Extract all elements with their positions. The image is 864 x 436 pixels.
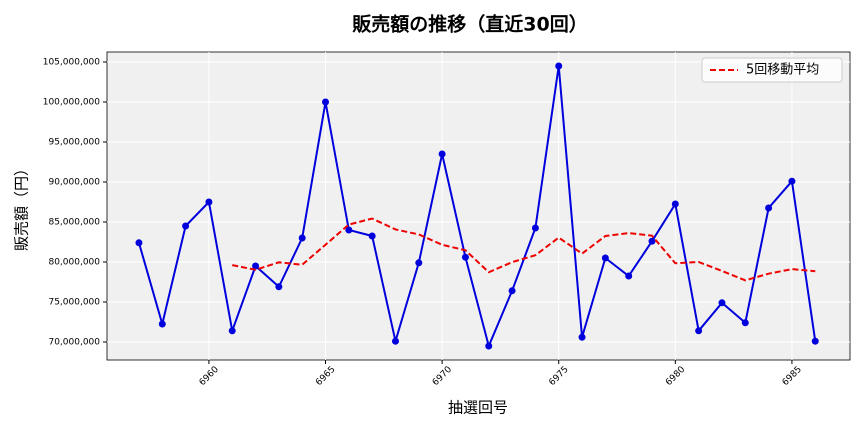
y-tick-label: 70,000,000 <box>48 338 100 348</box>
legend-box <box>701 57 843 83</box>
data-point <box>811 337 819 345</box>
data-point <box>671 200 679 208</box>
data-point <box>298 234 306 242</box>
x-axis-label: 抽選回号 <box>448 399 508 417</box>
y-tick-label: 100,000,000 <box>43 98 101 108</box>
data-point <box>461 253 469 261</box>
data-point <box>485 342 493 350</box>
data-point <box>322 98 330 106</box>
data-point <box>135 239 143 247</box>
data-point <box>765 204 773 212</box>
data-point <box>275 283 283 291</box>
y-tick-label: 95,000,000 <box>48 138 100 148</box>
x-tick-label: 6960 <box>198 365 221 388</box>
x-tick-label: 6970 <box>431 365 454 388</box>
y-tick-label: 75,000,000 <box>48 298 100 308</box>
y-tick-label: 105,000,000 <box>43 58 101 68</box>
x-tick-label: 6980 <box>664 365 687 388</box>
data-point <box>788 177 796 185</box>
y-axis-label: 販売額（円） <box>13 161 31 251</box>
legend-label: 5回移動平均 <box>746 63 819 78</box>
data-point <box>508 287 516 295</box>
y-tick-label: 90,000,000 <box>48 178 100 188</box>
data-point <box>601 254 609 262</box>
data-point <box>741 319 749 327</box>
data-point <box>158 320 166 328</box>
data-point <box>438 150 446 158</box>
data-point <box>345 226 353 234</box>
data-point <box>695 327 703 335</box>
data-point <box>625 272 633 280</box>
x-tick-label: 6975 <box>547 365 570 388</box>
series-line <box>232 217 816 282</box>
data-point <box>252 262 260 270</box>
x-tick-label: 6985 <box>781 365 804 388</box>
data-point <box>368 232 376 240</box>
data-point <box>391 337 399 345</box>
data-point <box>718 299 726 307</box>
chart-title: 販売額の推移（直近30回） <box>352 13 587 36</box>
data-point <box>205 198 213 206</box>
data-point <box>648 237 656 245</box>
data-point <box>578 333 586 341</box>
data-point <box>182 222 190 230</box>
data-point <box>531 224 539 232</box>
data-point <box>228 327 236 335</box>
plot-area <box>106 51 851 361</box>
x-tick-label: 6965 <box>314 365 337 388</box>
y-tick-label: 85,000,000 <box>48 218 100 228</box>
y-tick-label: 80,000,000 <box>48 258 100 268</box>
series-line <box>137 65 817 350</box>
data-point <box>555 62 563 70</box>
data-point <box>415 259 423 267</box>
